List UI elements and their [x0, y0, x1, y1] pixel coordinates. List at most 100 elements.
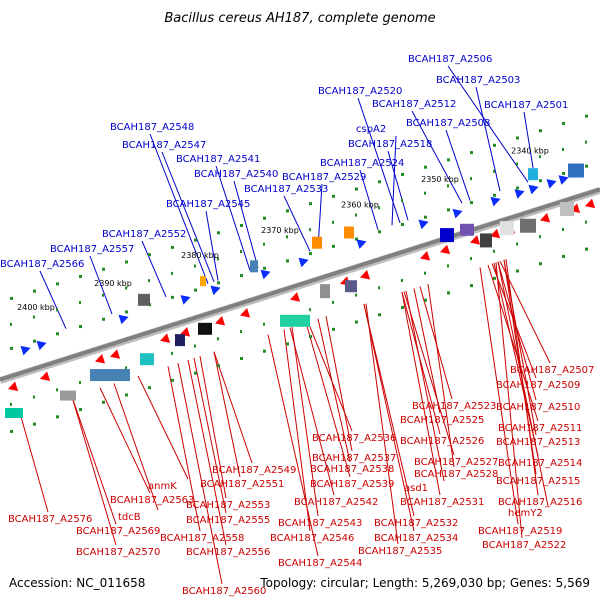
forward-gene-arrow [546, 179, 557, 189]
forward-leader-line [149, 133, 209, 284]
track-tick [148, 279, 150, 283]
track-tick [263, 266, 266, 270]
track-tick [585, 114, 588, 118]
track-tick [240, 250, 242, 254]
forward-gene-label: cspA2 [356, 124, 386, 135]
reverse-gene-label: BCAH187_A2511 [498, 423, 582, 434]
track-tick [401, 278, 403, 282]
track-tick [585, 140, 587, 144]
reverse-gene-label: BCAH187_A2515 [496, 476, 580, 487]
track-tick [355, 293, 357, 297]
reverse-leader-line [479, 267, 519, 525]
forward-gene-label: BCAH187_A2508 [406, 118, 490, 129]
track-tick [516, 242, 518, 246]
track-tick [447, 291, 450, 295]
track-tick [102, 267, 105, 271]
feature-block [175, 334, 185, 347]
track-tick [171, 245, 174, 249]
forward-gene-label: BCAH187_A2552 [102, 229, 186, 240]
track-tick [493, 276, 496, 280]
reverse-gene-label: BCAH187_A2537 [312, 453, 396, 464]
track-tick [562, 254, 565, 258]
reverse-gene-label: BCAH187_A2538 [310, 464, 394, 475]
track-tick [378, 180, 381, 184]
reverse-gene-label: BCAH187_A2549 [212, 465, 296, 476]
reverse-gene-arrow [585, 198, 596, 209]
track-tick [332, 220, 334, 224]
reverse-gene-arrow [470, 235, 481, 245]
feature-block [320, 284, 330, 299]
track-tick [10, 296, 13, 300]
track-tick [217, 337, 219, 341]
reverse-leader-line [495, 262, 523, 539]
reverse-gene-label: BCAH187_A2516 [498, 497, 582, 508]
kbp-tick-label: 2350 kbp [421, 175, 459, 184]
track-tick [355, 320, 358, 324]
kbp-tick-label: 2390 kbp [94, 279, 132, 288]
feature-block [280, 314, 310, 327]
feature-block [440, 228, 454, 243]
reverse-gene-label: BCAH187_A2525 [400, 415, 484, 426]
forward-gene-label: BCAH187_A2533 [244, 184, 328, 195]
reverse-gene-arrow [540, 212, 551, 223]
reverse-leader-line [177, 363, 223, 585]
track-tick [539, 129, 542, 133]
track-tick [470, 201, 473, 205]
feature-block [60, 390, 76, 401]
track-tick [447, 184, 449, 188]
forward-gene-arrow [180, 295, 191, 305]
forward-gene-arrow [490, 196, 501, 207]
forward-leader-line [89, 255, 113, 315]
track-tick [10, 322, 12, 326]
track-tick [10, 429, 13, 433]
track-tick [56, 308, 58, 312]
reverse-leader-line [289, 327, 335, 496]
track-tick [401, 305, 404, 309]
reverse-gene-label: BCAH187_A2522 [482, 540, 566, 551]
feature-block [200, 276, 206, 287]
track-tick [539, 235, 541, 239]
track-tick [539, 262, 542, 266]
feature-block [528, 168, 538, 181]
track-tick [309, 308, 311, 312]
forward-gene-label: BCAH187_A2557 [50, 244, 134, 255]
track-tick [378, 286, 380, 290]
track-tick [447, 264, 449, 268]
feature-block [312, 236, 322, 249]
reverse-gene-arrow [420, 250, 431, 261]
feature-block [5, 408, 23, 418]
reverse-gene-label: BCAH187_A2510 [496, 402, 580, 413]
forward-gene-label: BCAH187_A2524 [320, 158, 404, 169]
kbp-tick-label: 2380 kbp [181, 251, 219, 260]
reverse-gene-arrow [490, 228, 501, 239]
track-tick [470, 177, 472, 181]
reverse-gene-label: asd1 [404, 483, 428, 494]
reverse-leader-line [497, 261, 549, 507]
reverse-leader-line [213, 351, 253, 464]
forward-leader-line [283, 195, 311, 252]
feature-block [460, 223, 474, 236]
feature-block [560, 202, 574, 217]
reverse-gene-label: BCAH187_A2560 [182, 586, 266, 597]
track-tick [102, 293, 104, 297]
reverse-gene-label: BCAH187_A2544 [278, 558, 362, 569]
track-tick [33, 395, 35, 399]
reverse-gene-label: BCAH187_A2555 [186, 515, 270, 526]
track-tick [493, 143, 496, 147]
reverse-gene-arrow [360, 269, 371, 280]
forward-gene-arrow [298, 257, 309, 268]
track-tick [217, 364, 220, 368]
track-tick [493, 193, 496, 197]
accession-text: Accession: NC_011658 [9, 576, 145, 590]
reverse-gene-label: BCAH187_A2563 [110, 495, 194, 506]
track-tick [401, 172, 404, 176]
reverse-gene-arrow [290, 292, 301, 302]
forward-leader-line [205, 210, 219, 281]
track-tick [286, 235, 288, 239]
feature-block [250, 260, 258, 273]
reverse-gene-arrow [440, 244, 451, 255]
track-tick [470, 151, 473, 155]
kbp-tick-label: 2360 kbp [341, 200, 379, 209]
track-tick [33, 422, 36, 426]
